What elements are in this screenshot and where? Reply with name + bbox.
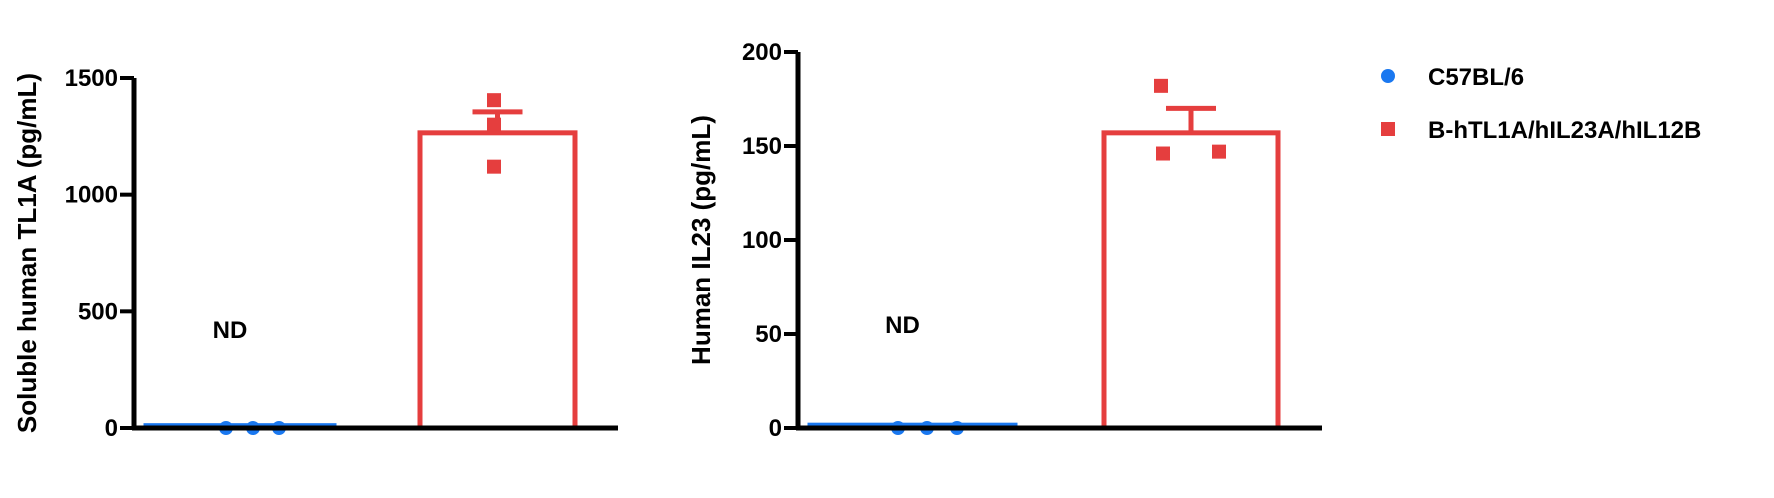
legend-marker-circle: [1381, 69, 1395, 83]
y-axis-title: Soluble human TL1A (pg/mL): [12, 73, 42, 433]
y-tick-label: 1500: [65, 65, 118, 92]
data-point: [487, 93, 501, 108]
y-tick-label: 200: [742, 39, 782, 66]
y-tick-label: 0: [769, 415, 782, 442]
y-tick-label: 50: [755, 321, 782, 348]
data-point: [487, 159, 501, 174]
legend-label: C57BL/6: [1428, 64, 1524, 91]
legend: C57BL/6 B-hTL1A/hIL23A/hIL12B: [1381, 64, 1701, 144]
y-tick-label: 1000: [65, 182, 118, 209]
bar-2: [1101, 130, 1281, 431]
chart-panel-1: ND 0 500 1000 1500 Soluble human TL1A (pg/mL): [12, 65, 618, 442]
chart-panel-2: ND 0 50 100 150 200 Human IL23 (pg/mL): [686, 39, 1322, 442]
y-tick-label: 500: [78, 298, 118, 325]
data-point: [1156, 146, 1170, 161]
data-point: [1154, 78, 1168, 93]
bar-2: [417, 130, 578, 431]
data-point: [1212, 144, 1226, 159]
y-tick-label: 100: [742, 227, 782, 254]
not-detected-label: ND: [885, 312, 920, 339]
not-detected-label: ND: [213, 317, 248, 344]
data-point: [487, 117, 501, 132]
y-tick-label: 0: [105, 415, 118, 442]
legend-marker-square: [1381, 122, 1395, 136]
y-tick-label: 150: [742, 133, 782, 160]
legend-label: B-hTL1A/hIL23A/hIL12B: [1428, 117, 1701, 144]
y-axis-title: Human IL23 (pg/mL): [686, 115, 716, 365]
